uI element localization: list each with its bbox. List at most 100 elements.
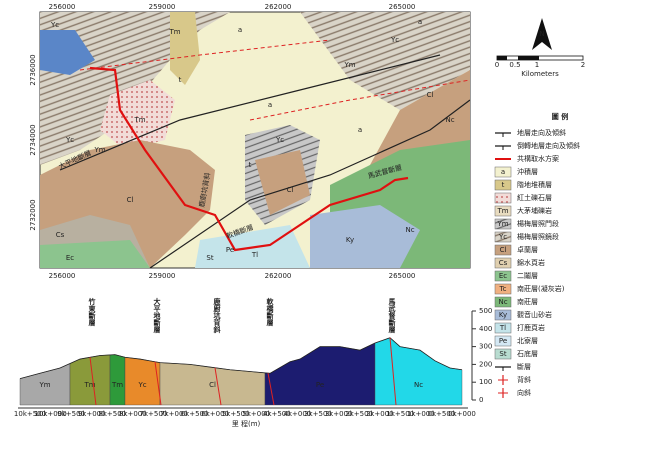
syncline-line bbox=[79, 39, 331, 71]
legend-label: 斷層 bbox=[517, 362, 531, 371]
section-axis-label: 里 程(m) bbox=[232, 419, 261, 428]
chainage-label: 2k+500 bbox=[345, 410, 373, 418]
anticline-line bbox=[249, 79, 471, 121]
unit-yc2 bbox=[300, 12, 470, 110]
scale-tick: 2 bbox=[581, 61, 585, 69]
unit-label: t bbox=[179, 76, 182, 84]
scale-tick: 1 bbox=[535, 61, 539, 69]
section-unit-label: Tm bbox=[83, 381, 95, 389]
y-coord-label: 2732000 bbox=[29, 199, 37, 230]
legend-label: 紅土礫石層 bbox=[517, 193, 552, 202]
chainage-label: 3k+000 bbox=[325, 410, 353, 418]
map bbox=[39, 11, 471, 269]
scale-tick: 0 bbox=[495, 61, 499, 69]
section-fault-name: 軟橋斷層 bbox=[266, 297, 275, 327]
legend-label: 地層走向及傾斜 bbox=[517, 128, 566, 137]
unit-label: Cs bbox=[56, 231, 65, 239]
chainage-label: 6k+000 bbox=[201, 410, 229, 418]
elev-tick-label: 200 bbox=[479, 360, 492, 368]
chainage-label: 4k+000 bbox=[284, 410, 312, 418]
legend-code: Ym bbox=[496, 220, 508, 228]
legend-label: 共構取水方案 bbox=[517, 154, 559, 163]
elev-tick-label: 300 bbox=[479, 343, 492, 351]
legend-label: 石底層 bbox=[517, 349, 538, 358]
chainage-label: 2k+000 bbox=[366, 410, 394, 418]
section-unit bbox=[109, 354, 126, 406]
elev-tick-label: 0 bbox=[479, 396, 483, 404]
chainage-label: 1k+000 bbox=[407, 410, 435, 418]
unit-label: Cl bbox=[427, 91, 434, 99]
intake-route bbox=[89, 66, 409, 252]
unit-label: Nc bbox=[445, 116, 454, 124]
unit-label: Yc bbox=[65, 136, 74, 144]
unit-label: Ym bbox=[343, 61, 355, 69]
legend-label: 卓蘭層 bbox=[517, 245, 538, 254]
unit-label: a bbox=[358, 126, 362, 134]
y-coord-label: 2736000 bbox=[29, 54, 37, 85]
legend-swatch bbox=[494, 322, 512, 334]
unit-label: Yc bbox=[50, 21, 59, 29]
unit-label: a bbox=[238, 26, 242, 34]
section-fault-name: 馬武督斷層 bbox=[388, 297, 396, 334]
unit-label: t bbox=[249, 161, 252, 169]
x-coord-label: 259000 bbox=[149, 272, 176, 280]
unit-cl2 bbox=[255, 150, 310, 215]
legend-code: Ec bbox=[499, 272, 507, 280]
chainage-label: 3k+500 bbox=[304, 410, 332, 418]
legend-label: 楊梅層照門段 bbox=[517, 219, 559, 228]
legend-label: 打鹿頁岩 bbox=[517, 323, 545, 332]
legend-label: 背斜 bbox=[517, 375, 531, 384]
legend-code: Tm bbox=[496, 207, 508, 215]
section-unit bbox=[69, 354, 111, 406]
chainage-label: 1k+500 bbox=[386, 410, 414, 418]
unit-ec bbox=[40, 240, 150, 268]
north-arrow: N bbox=[496, 18, 584, 61]
unit-label: Tm bbox=[168, 28, 180, 36]
legend-swatch bbox=[494, 270, 512, 282]
legend-swatch bbox=[494, 309, 512, 321]
legend-swatch bbox=[494, 192, 512, 204]
unit-label: Ky bbox=[346, 236, 354, 244]
legend-label: 北寮層 bbox=[517, 336, 538, 345]
legend-code: Yc bbox=[498, 233, 507, 241]
reservoir bbox=[40, 30, 95, 75]
section-fault bbox=[267, 373, 275, 406]
unit-ky bbox=[310, 205, 420, 268]
unit-label: Tm bbox=[133, 116, 145, 124]
legend-code: Cs bbox=[499, 259, 508, 267]
chainage-label: 8k+000 bbox=[119, 410, 147, 418]
chainage-label: 4k+500 bbox=[263, 410, 291, 418]
x-coord-label: 265000 bbox=[389, 3, 416, 11]
section-unit-label: Nc bbox=[414, 381, 423, 389]
section-unit-label: Pe bbox=[316, 381, 324, 389]
unit-label: Yc bbox=[390, 36, 399, 44]
section-fault-name: 竹東斷層 bbox=[88, 297, 97, 327]
unit-label: Nc bbox=[405, 226, 414, 234]
svg-text:N: N bbox=[539, 30, 544, 38]
unit-label: a bbox=[268, 101, 272, 109]
chainage-label: 9k+000 bbox=[78, 410, 106, 418]
legend-swatch bbox=[494, 231, 512, 243]
unit-label: Tl bbox=[251, 251, 258, 259]
y-coord-label: 2734000 bbox=[29, 124, 37, 155]
legend-swatch bbox=[494, 296, 512, 308]
legend-label: 二鬮層 bbox=[517, 271, 538, 280]
x-coord-label: 265000 bbox=[389, 272, 416, 280]
legend-swatch bbox=[494, 205, 512, 217]
elev-tick-label: 500 bbox=[479, 307, 492, 315]
unit-label: Ym bbox=[93, 146, 105, 154]
section-fault-name: 鹿廚坑背斜 bbox=[213, 297, 222, 334]
section-unit-label: Yc bbox=[137, 381, 146, 389]
fault-line bbox=[149, 99, 471, 269]
legend-swatch bbox=[494, 257, 512, 269]
legend-code: Tl bbox=[499, 324, 506, 332]
chainage-label: 5k+000 bbox=[242, 410, 270, 418]
legend-label: 南莊層(凝灰岩) bbox=[517, 284, 565, 293]
legend-code: Cl bbox=[500, 246, 507, 254]
chainage-label: 0k+500 bbox=[428, 410, 456, 418]
legend-swatch bbox=[494, 179, 512, 191]
unit-t bbox=[170, 12, 200, 85]
x-coord-label: 262000 bbox=[265, 3, 292, 11]
legend-label: 觀音山砂岩 bbox=[517, 310, 552, 319]
